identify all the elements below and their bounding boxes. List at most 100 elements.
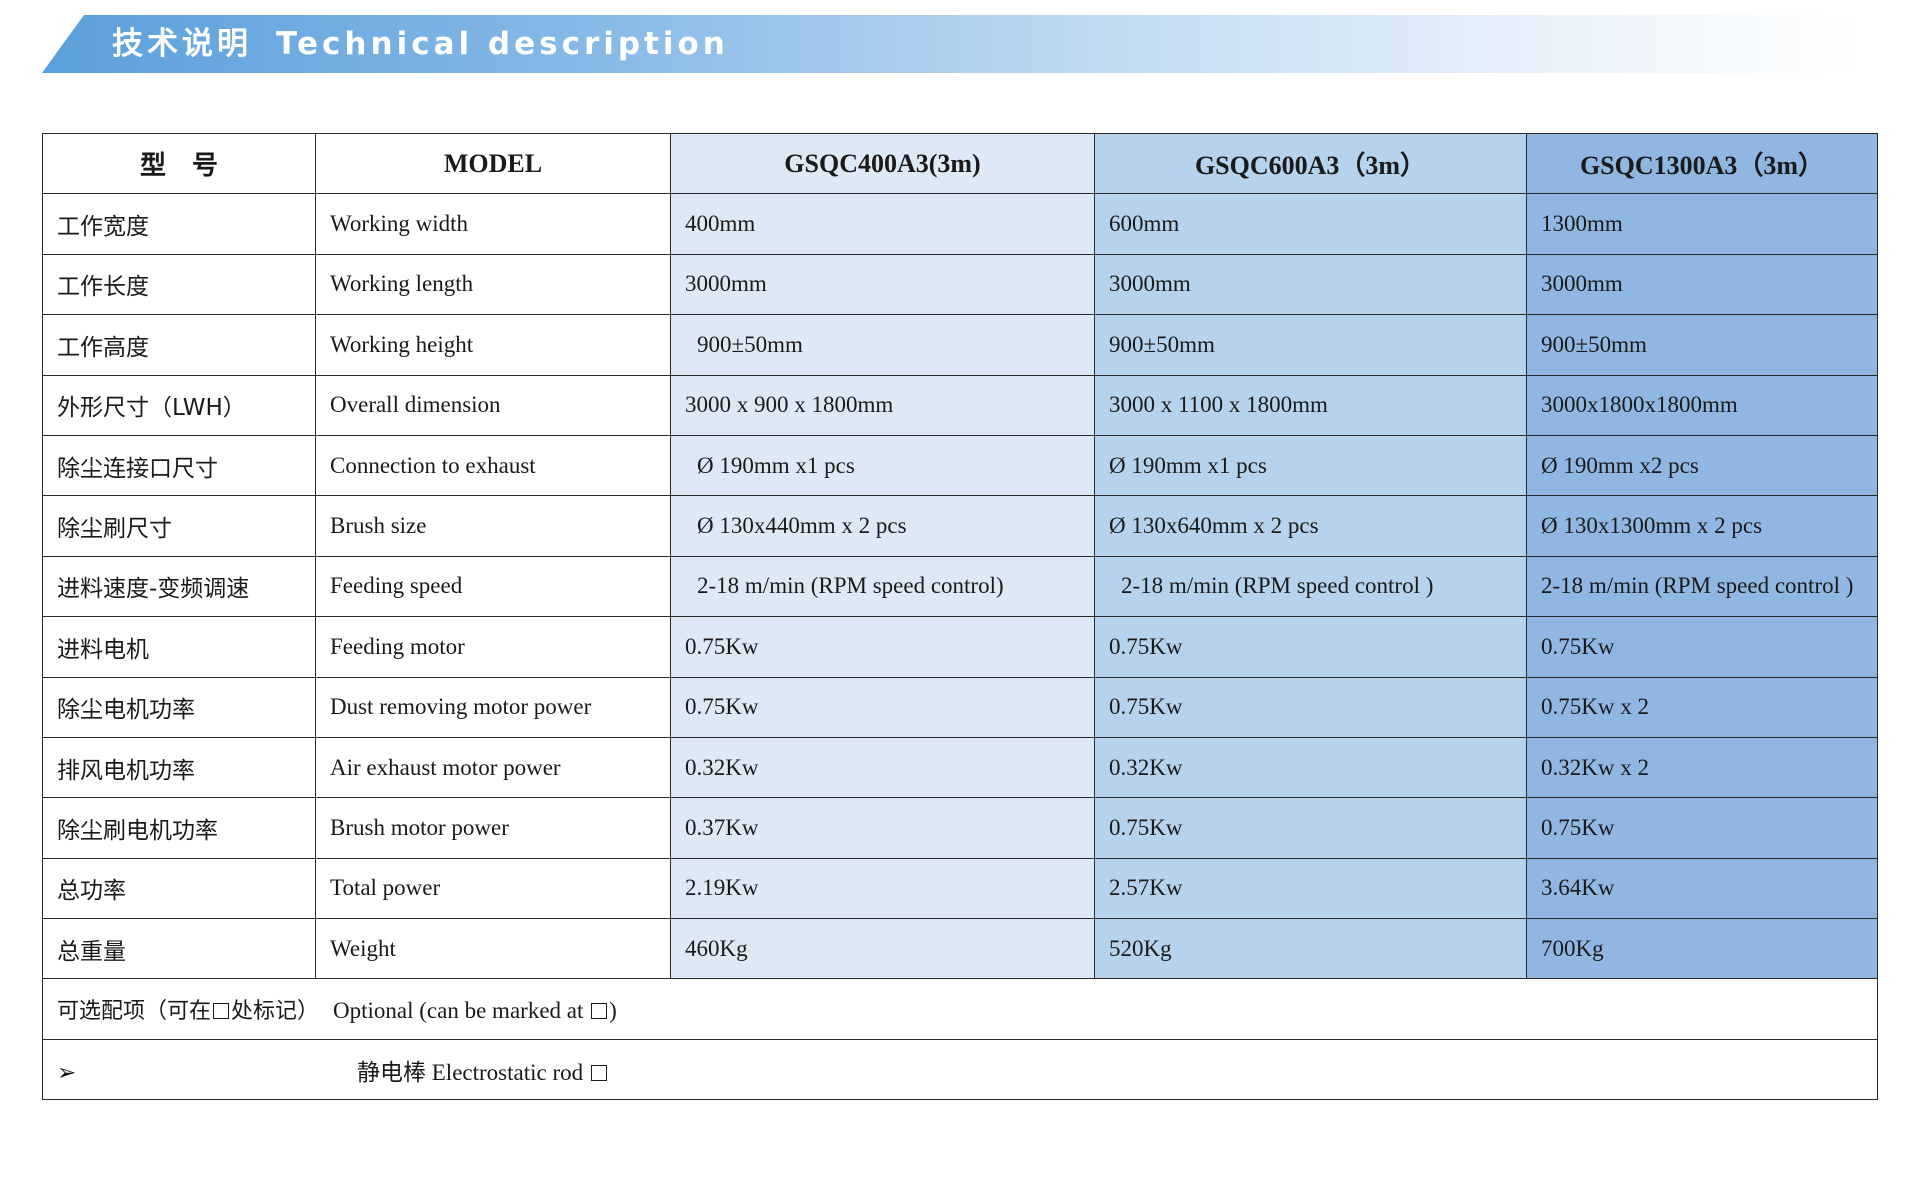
spec-value-model-1: 3000mm: [670, 253, 1095, 316]
rod-cell: ➢ 静电棒 Electrostatic rod: [42, 1038, 1878, 1101]
spec-value-model-3: 900±50mm: [1526, 314, 1878, 376]
header-model-3: GSQC1300A3（3m）: [1526, 132, 1878, 195]
header-label-en: MODEL: [315, 132, 671, 195]
spec-row: 排风电机功率 Air exhaust motor power 0.32Kw 0.32K…: [42, 736, 1878, 799]
spec-label-en: Air exhaust motor power: [315, 736, 671, 799]
spec-label-en: Working length: [315, 253, 671, 316]
spec-row: 除尘刷电机功率 Brush motor power 0.37Kw 0.75Kw 0.75…: [42, 797, 1878, 859]
spec-value-model-2: 900±50mm: [1094, 314, 1527, 376]
spec-label-zh: 除尘电机功率: [42, 676, 316, 738]
title-banner: [42, 15, 1862, 73]
checkbox-icon: [591, 1003, 608, 1020]
spec-value-model-1: 2-18 m/min (RPM speed control): [670, 555, 1095, 618]
optional-zh-before: 可选配项（可在: [57, 999, 212, 1025]
spec-row: 除尘刷尺寸 Brush size Ø 130x440mm x 2 pcs Ø 130x…: [42, 495, 1878, 557]
spec-value-model-2: 2-18 m/min (RPM speed control ): [1094, 555, 1527, 618]
spec-table: 型 号 MODEL GSQC400A3(3m) GSQC600A3（3m） GS…: [42, 132, 1878, 1101]
spec-value-model-2: 520Kg: [1094, 918, 1527, 980]
spec-label-zh: 进料电机: [42, 616, 316, 678]
spec-label-zh: 工作高度: [42, 314, 316, 376]
spec-label-en: Working height: [315, 314, 671, 376]
optional-zh-after: 处标记）: [231, 999, 320, 1025]
spec-label-zh: 工作宽度: [42, 193, 316, 255]
spec-value-model-3: Ø 130x1300mm x 2 pcs: [1526, 495, 1878, 557]
spec-row: 总功率 Total power 2.19Kw 2.57Kw 3.64Kw: [42, 857, 1878, 920]
spec-row: 进料速度-变频调速 Feeding speed 2-18 m/min (RPM sp…: [42, 555, 1878, 618]
header-label-zh: 型 号: [42, 132, 316, 195]
spec-label-en: Dust removing motor power: [315, 676, 671, 738]
page-title: 技术说明 Technical description: [112, 20, 729, 68]
spec-label-zh: 外形尺寸（LWH）: [42, 374, 316, 436]
spec-value-model-2: 600mm: [1094, 193, 1527, 255]
spec-value-model-3: 2-18 m/min (RPM speed control ): [1526, 555, 1878, 618]
header-row: 型 号 MODEL GSQC400A3(3m) GSQC600A3（3m） GS…: [42, 132, 1878, 195]
spec-value-model-2: 0.75Kw: [1094, 616, 1527, 678]
spec-row: 工作宽度 Working width 400mm 600mm 1300mm: [42, 193, 1878, 255]
spec-label-en: Overall dimension: [315, 374, 671, 436]
spec-label-zh: 除尘连接口尺寸: [42, 434, 316, 497]
optional-cell: 可选配项（可在 处标记） Optional (can be marked at ): [42, 978, 1878, 1040]
spec-value-model-2: Ø 190mm x1 pcs: [1094, 434, 1527, 497]
spec-value-model-2: 3000mm: [1094, 253, 1527, 316]
spec-label-en: Connection to exhaust: [315, 434, 671, 497]
spec-value-model-2: Ø 130x640mm x 2 pcs: [1094, 495, 1527, 557]
spec-value-model-1: 900±50mm: [670, 314, 1095, 376]
spec-value-model-1: 2.19Kw: [670, 857, 1095, 920]
spec-value-model-2: 0.75Kw: [1094, 797, 1527, 859]
spec-value-model-3: Ø 190mm x2 pcs: [1526, 434, 1878, 497]
spec-value-model-2: 3000 x 1100 x 1800mm: [1094, 374, 1527, 436]
arrow-bullet-icon: ➢: [57, 1059, 77, 1086]
spec-value-model-1: 0.75Kw: [670, 676, 1095, 738]
optional-en: Optional (can be marked at: [333, 998, 584, 1024]
spec-value-model-3: 3000x1800x1800mm: [1526, 374, 1878, 436]
spec-value-model-1: 460Kg: [670, 918, 1095, 980]
spec-label-en: Feeding speed: [315, 555, 671, 618]
checkbox-icon: [213, 1003, 230, 1020]
spec-label-en: Brush motor power: [315, 797, 671, 859]
spec-label-zh: 总重量: [42, 918, 316, 980]
spec-value-model-3: 3.64Kw: [1526, 857, 1878, 920]
title-en: Technical description: [276, 26, 729, 62]
spec-row: 外形尺寸（LWH） Overall dimension 3000 x 900 x 1…: [42, 374, 1878, 436]
spec-label-zh: 排风电机功率: [42, 736, 316, 799]
spec-row: 进料电机 Feeding motor 0.75Kw 0.75Kw 0.75Kw: [42, 616, 1878, 678]
spec-row: 工作长度 Working length 3000mm 3000mm 3000mm: [42, 253, 1878, 316]
spec-row: 工作高度 Working height 900±50mm 900±50mm 900±50…: [42, 314, 1878, 376]
spec-row: 除尘电机功率 Dust removing motor power 0.75Kw 0.7…: [42, 676, 1878, 738]
spec-value-model-3: 0.32Kw x 2: [1526, 736, 1878, 799]
spec-label-zh: 进料速度-变频调速: [42, 555, 316, 618]
spec-value-model-1: Ø 190mm x1 pcs: [670, 434, 1095, 497]
spec-value-model-3: 0.75Kw: [1526, 616, 1878, 678]
spec-label-zh: 除尘刷电机功率: [42, 797, 316, 859]
optional-row: 可选配项（可在 处标记） Optional (can be marked at ): [42, 978, 1878, 1040]
spec-label-zh: 除尘刷尺寸: [42, 495, 316, 557]
spec-value-model-1: 3000 x 900 x 1800mm: [670, 374, 1095, 436]
spec-value-model-2: 0.32Kw: [1094, 736, 1527, 799]
spec-label-zh: 工作长度: [42, 253, 316, 316]
header-model-2: GSQC600A3（3m）: [1094, 132, 1527, 195]
spec-value-model-1: 0.75Kw: [670, 616, 1095, 678]
rod-row: ➢ 静电棒 Electrostatic rod: [42, 1038, 1878, 1101]
spec-value-model-1: Ø 130x440mm x 2 pcs: [670, 495, 1095, 557]
spec-value-model-2: 2.57Kw: [1094, 857, 1527, 920]
rod-checkbox[interactable]: [590, 1064, 607, 1081]
rod-label: 静电棒 Electrostatic rod: [357, 1059, 584, 1085]
spec-value-model-1: 0.32Kw: [670, 736, 1095, 799]
spec-label-zh: 总功率: [42, 857, 316, 920]
spec-value-model-2: 0.75Kw: [1094, 676, 1527, 738]
spec-label-en: Feeding motor: [315, 616, 671, 678]
spec-body: 工作宽度 Working width 400mm 600mm 1300mm 工作长度 Wor…: [42, 193, 1878, 980]
spec-row: 总重量 Weight 460Kg 520Kg 700Kg: [42, 918, 1878, 980]
header-model-1: GSQC400A3(3m): [670, 132, 1095, 195]
spec-value-model-3: 0.75Kw x 2: [1526, 676, 1878, 738]
spec-value-model-3: 1300mm: [1526, 193, 1878, 255]
spec-label-en: Weight: [315, 918, 671, 980]
spec-value-model-3: 0.75Kw: [1526, 797, 1878, 859]
spec-label-en: Brush size: [315, 495, 671, 557]
optional-en-close: ): [609, 998, 617, 1024]
title-zh: 技术说明: [112, 26, 252, 62]
spec-value-model-3: 3000mm: [1526, 253, 1878, 316]
spec-label-en: Working width: [315, 193, 671, 255]
spec-row: 除尘连接口尺寸 Connection to exhaust Ø 190mm x1 p…: [42, 434, 1878, 497]
spec-label-en: Total power: [315, 857, 671, 920]
